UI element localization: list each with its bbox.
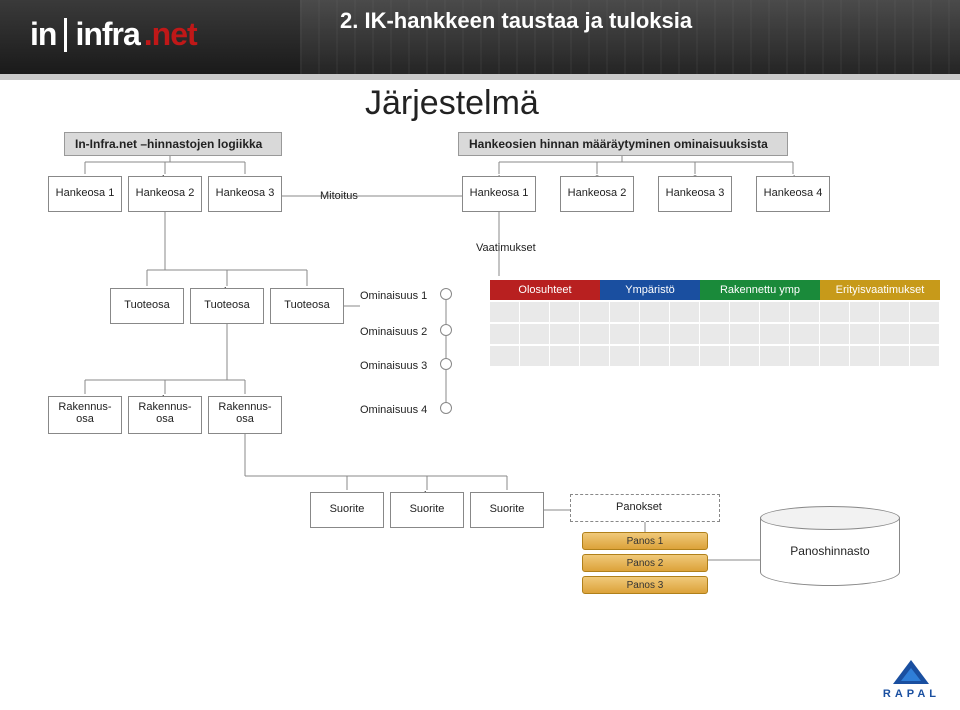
hankeosa-left-box: Hankeosa 2	[128, 176, 202, 212]
diagram-title: Järjestelmä	[365, 84, 539, 123]
panos-chip: Panos 2	[582, 554, 708, 572]
category-grid-cell	[700, 302, 730, 322]
category-grid-cell	[880, 302, 910, 322]
category-grid-cell	[610, 324, 640, 344]
category-grid-cell	[580, 324, 610, 344]
category-grid-cell	[700, 346, 730, 366]
tuoteosa-box: Tuoteosa	[270, 288, 344, 324]
ominaisuus-dot	[440, 358, 452, 370]
logo-part-net: .net	[144, 16, 197, 53]
ominaisuus-dot	[440, 402, 452, 414]
ominaisuus-dot	[440, 288, 452, 300]
ominaisuus-label: Ominaisuus 1	[360, 290, 427, 302]
diagram-stage: Järjestelmä In-Infra.net –hinnastojen lo…	[0, 80, 960, 680]
panokset-title: Panokset	[616, 501, 662, 513]
hankeosa-left-box: Hankeosa 3	[208, 176, 282, 212]
hankeosa-right-box: Hankeosa 3	[658, 176, 732, 212]
tuoteosa-box: Tuoteosa	[190, 288, 264, 324]
category-grid-cell	[520, 302, 550, 322]
category-grid-cell	[730, 346, 760, 366]
ominaisuus-label: Ominaisuus 2	[360, 326, 427, 338]
category-grid-cell	[700, 324, 730, 344]
ominaisuus-label: Ominaisuus 3	[360, 360, 427, 372]
category-grid-cell	[490, 346, 520, 366]
logo-divider	[64, 18, 67, 52]
panos-chip: Panos 1	[582, 532, 708, 550]
category-grid-cell	[850, 302, 880, 322]
category-grid-cell	[670, 324, 700, 344]
category-grid-cell	[640, 346, 670, 366]
rapal-badge: RAPAL	[883, 660, 940, 700]
hankeosa-right-box: Hankeosa 2	[560, 176, 634, 212]
category-grid-cell	[520, 346, 550, 366]
category-grid-cell	[820, 324, 850, 344]
category-grid-cell	[730, 302, 760, 322]
left-subheader: In-Infra.net –hinnastojen logiikka	[64, 132, 282, 156]
rakennusosa-box: Rakennus-osa	[128, 396, 202, 434]
category-grid-cell	[760, 346, 790, 366]
hankeosa-right-box: Hankeosa 1	[462, 176, 536, 212]
rapal-text: RAPAL	[883, 688, 940, 700]
page-title: 2. IK-hankkeen taustaa ja tuloksia	[340, 8, 692, 34]
category-chip: Erityisvaatimukset	[820, 280, 940, 300]
mitoitus-label: Mitoitus	[320, 190, 358, 202]
category-grid-cell	[880, 346, 910, 366]
header-banner: in infra .net 2. IK-hankkeen taustaa ja …	[0, 0, 960, 74]
category-grid-cell	[670, 346, 700, 366]
category-grid-cell	[790, 346, 820, 366]
category-grid-cell	[760, 324, 790, 344]
category-grid-cell	[610, 346, 640, 366]
rapal-icon	[893, 660, 929, 684]
panoshinnasto-cylinder: Panoshinnasto	[760, 506, 900, 586]
hankeosa-right-box: Hankeosa 4	[756, 176, 830, 212]
category-grid-cell	[490, 302, 520, 322]
ominaisuus-label: Ominaisuus 4	[360, 404, 427, 416]
category-grid-cell	[790, 302, 820, 322]
hankeosa-left-box: Hankeosa 1	[48, 176, 122, 212]
category-grid-cell	[850, 324, 880, 344]
category-grid-cell	[760, 302, 790, 322]
ominaisuus-dot	[440, 324, 452, 336]
logo: in infra .net	[30, 16, 197, 53]
category-grid-cell	[790, 324, 820, 344]
category-grid-cell	[610, 302, 640, 322]
category-grid-cell	[850, 346, 880, 366]
category-grid-cell	[550, 346, 580, 366]
category-grid-cell	[820, 346, 850, 366]
suorite-box: Suorite	[310, 492, 384, 528]
connector-lines	[0, 80, 960, 680]
category-chip: Olosuhteet	[490, 280, 600, 300]
vaatimukset-label: Vaatimukset	[476, 242, 536, 254]
logo-part-infra: infra	[75, 16, 139, 53]
category-grid-cell	[640, 302, 670, 322]
category-grid-cell	[670, 302, 700, 322]
category-grid-cell	[910, 324, 940, 344]
category-grid-cell	[580, 302, 610, 322]
category-grid-cell	[580, 346, 610, 366]
panos-chip: Panos 3	[582, 576, 708, 594]
logo-part-in: in	[30, 16, 56, 53]
rakennusosa-box: Rakennus-osa	[48, 396, 122, 434]
category-grid-cell	[550, 324, 580, 344]
category-grid-cell	[820, 302, 850, 322]
category-grid-cell	[550, 302, 580, 322]
rakennusosa-box: Rakennus-osa	[208, 396, 282, 434]
category-grid-cell	[640, 324, 670, 344]
right-subheader: Hankeosien hinnan määräytyminen ominaisu…	[458, 132, 788, 156]
category-grid-cell	[880, 324, 910, 344]
category-chip: Rakennettu ymp	[700, 280, 820, 300]
category-grid-cell	[910, 302, 940, 322]
category-grid-cell	[730, 324, 760, 344]
suorite-box: Suorite	[390, 492, 464, 528]
tuoteosa-box: Tuoteosa	[110, 288, 184, 324]
suorite-box: Suorite	[470, 492, 544, 528]
cylinder-label: Panoshinnasto	[760, 544, 900, 558]
category-chip: Ympäristö	[600, 280, 700, 300]
category-grid-cell	[910, 346, 940, 366]
category-grid-cell	[490, 324, 520, 344]
category-grid-cell	[520, 324, 550, 344]
